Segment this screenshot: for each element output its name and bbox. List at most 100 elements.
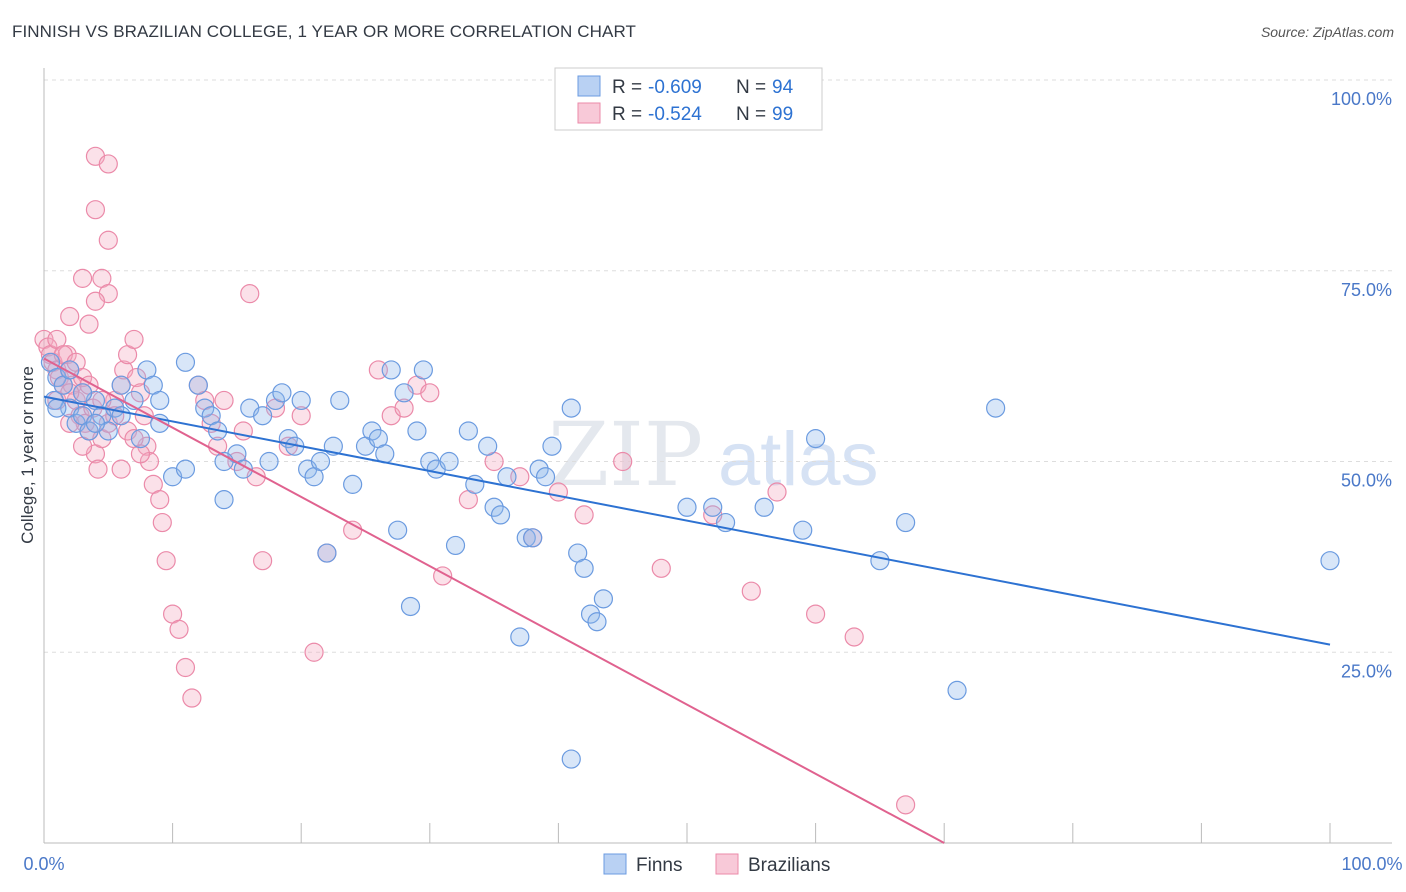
brazilians-point	[741, 581, 761, 601]
finns-point	[343, 474, 363, 494]
finns-point	[175, 459, 196, 479]
y-tick-label-25: 25.0%	[1341, 661, 1392, 681]
legend-brazilians-n-label: N =	[736, 104, 766, 125]
finns-points	[40, 352, 1340, 769]
brazilians-point	[60, 306, 80, 327]
brazilians-point	[124, 329, 144, 350]
legend-swatch-brazilians	[577, 102, 601, 124]
bottom-legend-swatch-brazilians	[715, 853, 739, 875]
bottom-legend-brazilians: Brazilians	[748, 855, 830, 876]
brazilians-point	[169, 619, 189, 639]
finns-point	[587, 612, 607, 632]
y-tick-label-75: 75.0%	[1341, 280, 1392, 300]
brazilians-point	[79, 314, 99, 334]
finns-point	[233, 459, 253, 479]
finns-point	[381, 360, 401, 380]
finns-point	[484, 497, 504, 517]
finns-point	[394, 383, 414, 403]
finns-point	[291, 390, 311, 411]
brazilians-point	[651, 558, 671, 578]
brazilians-point	[420, 383, 440, 403]
brazilians-point	[152, 512, 172, 533]
finns-point	[214, 490, 234, 510]
finns-point	[195, 398, 215, 418]
chart-source: Source: ZipAtlas.com	[1260, 24, 1394, 40]
finns-point	[703, 497, 723, 517]
watermark-atlas: atlas	[718, 417, 879, 502]
brazilians-point	[805, 604, 826, 624]
finns-point	[542, 436, 562, 456]
finns-point	[896, 512, 916, 533]
finns-point	[574, 558, 594, 578]
brazilians-point	[72, 268, 93, 288]
finns-point	[510, 627, 530, 647]
bottom-legend-finns: Finns	[636, 855, 682, 876]
brazilians-point	[85, 291, 106, 311]
brazilians-point	[150, 490, 170, 510]
brazilians-point	[240, 284, 260, 304]
bottom-legend-swatch-finns	[603, 853, 627, 875]
finns-point	[523, 528, 543, 548]
brazilians-point	[126, 367, 147, 388]
y-tick-labels: 25.0% 50.0% 75.0% 100.0%	[1331, 89, 1392, 681]
finns-point	[259, 451, 279, 472]
finns-point	[111, 375, 131, 395]
finns-point	[561, 749, 581, 769]
brazilians-point	[394, 398, 414, 418]
series-legend: Finns Brazilians	[603, 853, 830, 876]
finns-point	[253, 406, 273, 426]
legend-finns-n-value: 94	[772, 77, 794, 98]
y-axis-label: College, 1 year or more	[18, 366, 37, 544]
brazilians-points	[34, 146, 916, 815]
brazilians-point	[574, 505, 594, 525]
legend-swatch-finns	[577, 75, 601, 97]
brazilians-trend-line	[43, 357, 945, 844]
finns-point	[400, 596, 421, 617]
finns-point	[754, 497, 774, 517]
brazilians-point	[175, 657, 196, 678]
watermark-zip: ZIP	[548, 403, 703, 506]
finns-point	[188, 375, 208, 395]
brazilians-point	[214, 390, 234, 411]
y-tick-label-100: 100.0%	[1331, 89, 1392, 109]
finns-point	[362, 421, 382, 441]
brazilians-point	[111, 459, 131, 479]
finns-point	[445, 535, 466, 556]
brazilians-point	[304, 642, 324, 662]
finns-point	[458, 421, 478, 441]
legend-brazilians-r-label: R =	[612, 104, 642, 125]
x-tick-label-0: 0.0%	[23, 854, 64, 874]
brazilians-point	[253, 551, 273, 571]
finns-point	[516, 528, 536, 548]
legend-brazilians-r-value: -0.524	[648, 104, 702, 125]
finns-point	[439, 451, 459, 472]
finns-point	[407, 421, 427, 441]
brazilians-point	[844, 627, 864, 647]
finns-point	[947, 680, 967, 701]
finns-point	[72, 383, 93, 403]
finns-point	[593, 589, 614, 609]
finns-point	[388, 520, 408, 540]
correlation-legend: R = -0.609 N = 94 R = -0.524 N = 99	[554, 67, 823, 131]
finns-point	[561, 398, 581, 418]
finns-point	[478, 436, 498, 456]
brazilians-point	[156, 551, 176, 571]
brazilians-point	[767, 482, 787, 502]
finns-point	[272, 383, 292, 403]
finns-trend-line	[43, 395, 1331, 646]
brazilians-point	[613, 451, 633, 472]
trend-lines	[43, 357, 1331, 844]
y-tick-label-50: 50.0%	[1341, 471, 1392, 491]
finns-point	[986, 398, 1006, 418]
brazilians-point	[291, 406, 311, 426]
gridlines	[44, 79, 1392, 653]
finns-point	[677, 497, 697, 517]
finns-point	[150, 390, 170, 411]
brazilians-point	[130, 444, 151, 464]
finns-point	[175, 352, 196, 372]
finns-point	[79, 421, 99, 441]
brazilians-point	[896, 795, 916, 815]
finns-point	[805, 429, 826, 449]
finns-point	[317, 543, 337, 563]
legend-brazilians-n-value: 99	[772, 104, 793, 125]
